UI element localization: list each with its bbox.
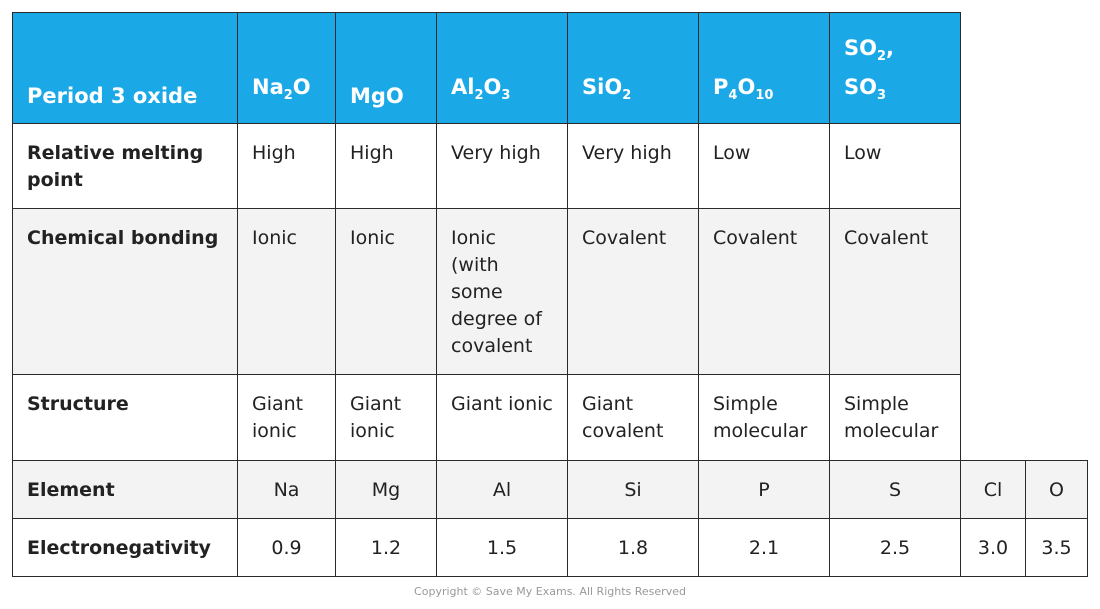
table-cell: O	[1025, 460, 1088, 519]
table-cell: Giant ionic	[237, 374, 336, 461]
row-label: Electronegativity	[12, 518, 238, 577]
subscript: 2	[474, 88, 484, 103]
subscript: 3	[501, 88, 511, 103]
row-label: Relative melting point	[12, 123, 238, 209]
table-cell: High	[335, 123, 437, 209]
table-cell: P	[698, 460, 830, 519]
header-cell: Na2O	[237, 12, 336, 124]
row-label: Element	[12, 460, 238, 519]
header-part: O	[483, 74, 502, 99]
row-label: Structure	[12, 374, 238, 461]
table-cell: Mg	[335, 460, 437, 519]
table-cell: Covalent	[567, 208, 699, 375]
header-part: Na	[252, 74, 284, 99]
table-cell: Ionic	[335, 208, 437, 375]
table-cell: 1.2	[335, 518, 437, 577]
table-cell: Covalent	[698, 208, 830, 375]
header-cell: SiO2	[567, 12, 699, 124]
subscript: 2	[622, 88, 632, 103]
table-cell: Very high	[436, 123, 568, 209]
header-part: MgO	[350, 84, 404, 108]
subscript: 3	[876, 88, 887, 103]
table-cell: 3.0	[960, 518, 1026, 577]
header-cell: Period 3 oxide	[12, 12, 238, 124]
header-text: SO2, SO3	[844, 33, 914, 111]
table-cell: Cl	[960, 460, 1026, 519]
header-cell: P4O10	[698, 12, 830, 124]
table-cell: High	[237, 123, 336, 209]
header-part: SO	[844, 35, 877, 60]
header-cell: SO2, SO3	[829, 12, 961, 124]
table-cell: Giant ionic	[436, 374, 568, 461]
table-cell: Giant ionic	[335, 374, 437, 461]
table-cell: Si	[567, 460, 699, 519]
header-text: Period 3 oxide	[27, 81, 197, 111]
table-cell: 0.9	[237, 518, 336, 577]
table-cell: S	[829, 460, 961, 519]
header-part: Al	[451, 74, 475, 99]
table-cell: Covalent	[829, 208, 961, 375]
header-part: O	[737, 74, 756, 99]
header-text: MgO	[350, 81, 404, 111]
header-cell: MgO	[335, 12, 437, 124]
table-cell: Na	[237, 460, 336, 519]
table-cell: 1.8	[567, 518, 699, 577]
table-cell: Very high	[567, 123, 699, 209]
subscript: 2	[283, 88, 293, 103]
header-text: Al2O3	[451, 72, 510, 111]
table-cell: 3.5	[1025, 518, 1088, 577]
table-cell: 1.5	[436, 518, 568, 577]
header-part: O	[292, 74, 311, 99]
table-cell: 2.5	[829, 518, 961, 577]
table-cell: Ionic (with some degree of covalent	[436, 208, 568, 375]
table-cell: Simple molecular	[698, 374, 830, 461]
header-text: SiO2	[582, 72, 631, 111]
subscript: 10	[755, 88, 774, 103]
header-part: P	[713, 74, 729, 99]
table-cell: Al	[436, 460, 568, 519]
table-cell: Simple molecular	[829, 374, 961, 461]
header-part: SiO	[582, 74, 623, 99]
header-part: Period 3 oxide	[27, 84, 198, 108]
row-label: Chemical bonding	[12, 208, 238, 375]
header-cell: Al2O3	[436, 12, 568, 124]
table-cell: Low	[698, 123, 830, 209]
header-text: Na2O	[252, 72, 311, 111]
subscript: 4	[728, 88, 738, 103]
subscript: 2	[876, 48, 887, 64]
copyright: Copyright © Save My Exams. All Rights Re…	[414, 585, 686, 598]
table-cell: Low	[829, 123, 961, 209]
header-text: P4O10	[713, 72, 773, 111]
header-part: , SO	[844, 35, 895, 99]
table-cell: Ionic	[237, 208, 336, 375]
table-cell: Giant covalent	[567, 374, 699, 461]
table-cell: 2.1	[698, 518, 830, 577]
